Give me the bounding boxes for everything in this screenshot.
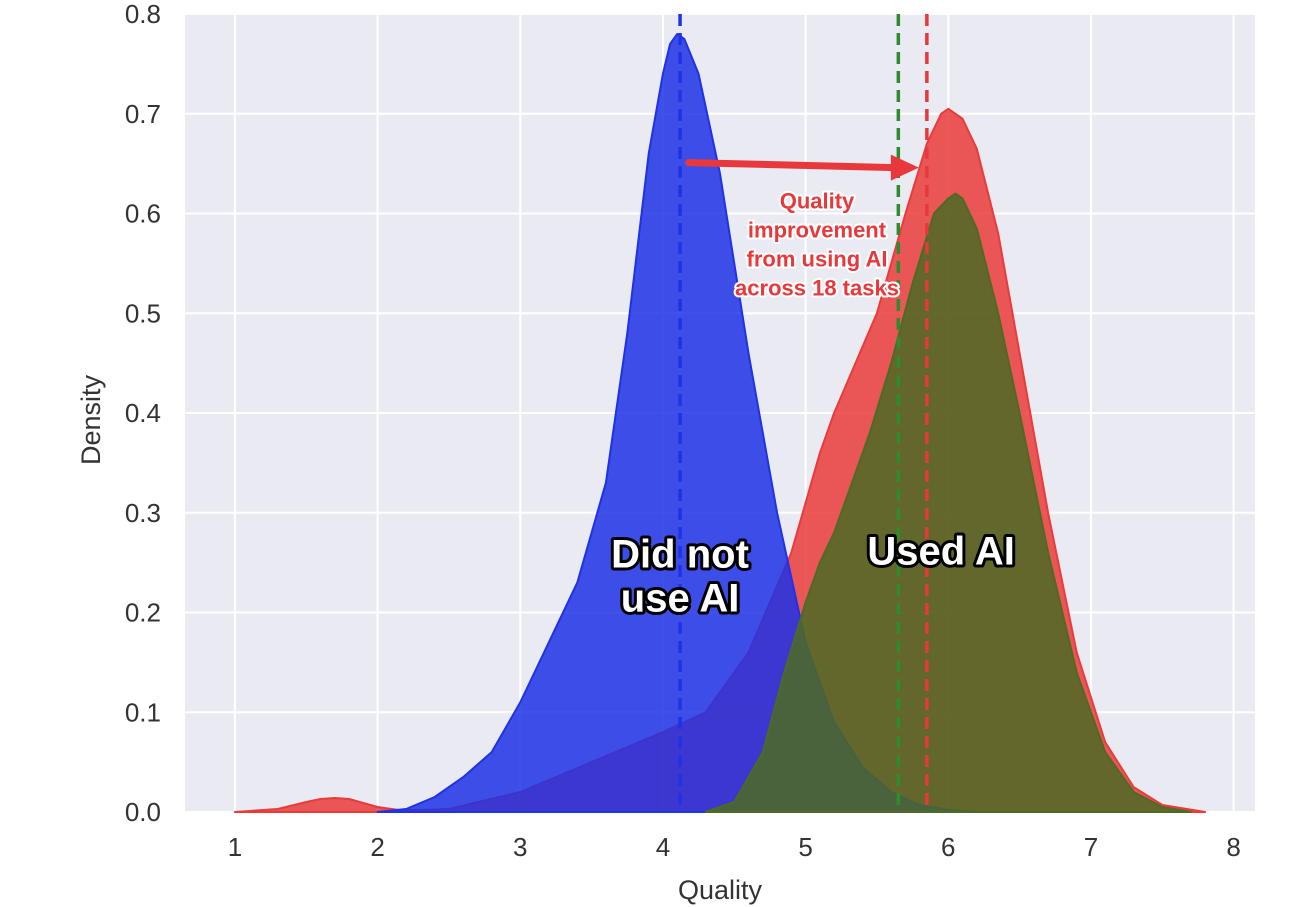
x-tick-label: 4 [656, 832, 670, 862]
improvement-annotation-line: improvement [748, 218, 887, 243]
x-tick-label: 8 [1226, 832, 1240, 862]
y-tick-label: 0.0 [125, 797, 161, 827]
no-ai-label-line: use AI [621, 577, 740, 621]
y-tick-labels: 0.0 0.1 0.2 0.3 0.4 0.5 0.6 0.7 0.8 [125, 0, 161, 827]
x-tick-labels: 1 2 3 4 5 6 7 8 [228, 832, 1241, 862]
x-tick-label: 5 [798, 832, 812, 862]
improvement-arrow-shaft [685, 159, 899, 172]
x-tick-label: 6 [941, 832, 955, 862]
y-tick-label: 0.2 [125, 598, 161, 628]
y-tick-label: 0.3 [125, 498, 161, 528]
x-tick-label: 3 [513, 832, 527, 862]
y-tick-label: 0.7 [125, 99, 161, 129]
x-tick-label: 2 [370, 832, 384, 862]
improvement-annotation-line: Quality [780, 189, 855, 214]
y-tick-label: 0.6 [125, 199, 161, 229]
x-tick-label: 1 [228, 832, 242, 862]
used-ai-label: Used AI [867, 530, 1014, 574]
y-tick-label: 0.1 [125, 697, 161, 727]
annotations: Quality improvement from using AI across 18… [608, 154, 1018, 624]
y-tick-label: 0.4 [125, 398, 161, 428]
mean-lines [678, 14, 929, 812]
improvement-annotation: Quality improvement from using AI across 18… [735, 189, 899, 301]
improvement-arrow-head [890, 154, 919, 181]
no-ai-label: Did not use AI [611, 533, 749, 621]
improvement-annotation-line: from using AI [747, 247, 888, 272]
x-tick-label: 7 [1084, 832, 1098, 862]
y-axis-label: Density [76, 374, 106, 465]
density-areas [233, 33, 1207, 813]
no-ai-label-line: Did not [611, 533, 749, 577]
y-tick-label: 0.8 [125, 0, 161, 29]
density-area-3 [704, 192, 1192, 813]
used-ai-label-line: Used AI [867, 530, 1014, 574]
y-tick-label: 0.5 [125, 298, 161, 328]
improvement-annotation-line: across 18 tasks [735, 276, 899, 301]
x-axis-label: Quality [678, 875, 763, 905]
